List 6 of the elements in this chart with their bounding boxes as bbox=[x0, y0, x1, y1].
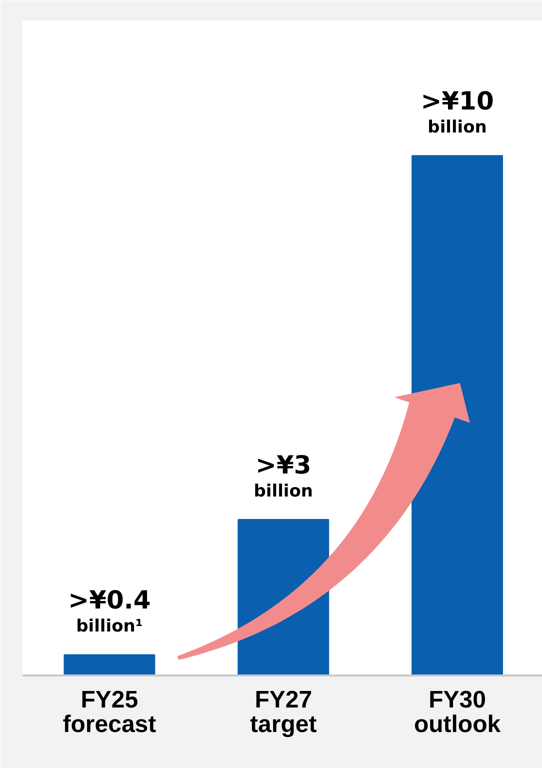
x-tick-label: FY30 outlook bbox=[414, 686, 502, 738]
data-label: >¥0.4 billion¹ bbox=[68, 586, 151, 637]
x-tick-label: FY25 forecast bbox=[62, 686, 156, 738]
data-label: >¥3 billion bbox=[254, 450, 314, 502]
x-tick-label: FY27 target bbox=[250, 686, 317, 738]
data-label: >¥10 billion bbox=[420, 86, 494, 138]
